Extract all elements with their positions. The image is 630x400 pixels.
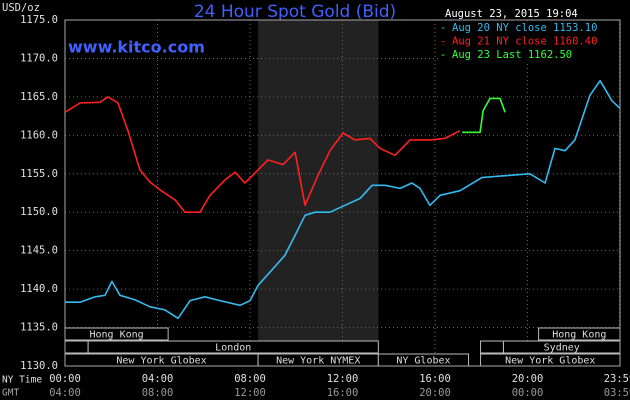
y-tick-label: 1170.0 [20, 52, 58, 64]
x-axis-label: NY Time [2, 375, 42, 386]
legend-entry: Aug 23 Last 1162.50 [452, 49, 572, 61]
price-line [65, 79, 621, 320]
x-tick-label: 20:00 [512, 373, 544, 385]
x2-tick-label: 08:00 [142, 387, 174, 399]
y-tick-label: 1130.0 [20, 360, 58, 372]
shaded-region [258, 20, 379, 366]
chart-title: 24 Hour Spot Gold (Bid) [194, 2, 396, 22]
price-line [462, 97, 506, 134]
x2-tick-label: 03:59 [604, 387, 630, 399]
website: www.kitco.com [68, 38, 205, 57]
session-label: Sydney [544, 343, 580, 354]
x2-tick-label: 20:00 [419, 387, 451, 399]
legend-box [440, 21, 618, 63]
session-box [480, 340, 504, 354]
timestamp: August 23, 2015 19:04 [445, 8, 578, 20]
y-tick-label: 1160.0 [20, 129, 58, 141]
x2-tick-label: 04:00 [49, 387, 81, 399]
y-tick-label: 1140.0 [20, 283, 58, 295]
legend-marker: - [440, 22, 446, 34]
legend-marker: - [440, 36, 446, 48]
session-label: New York Globex [505, 356, 595, 367]
price-line [64, 96, 461, 213]
legend-entry: Aug 20 NY close 1153.10 [452, 22, 597, 34]
x-tick-label: 08:00 [234, 373, 266, 385]
x-tick-label: 00:00 [49, 373, 81, 385]
y-tick-label: 1155.0 [20, 168, 58, 180]
session-label: NY Globex [396, 356, 450, 367]
x2-tick-label: 00:00 [512, 387, 544, 399]
y-tick-label: 1135.0 [20, 322, 58, 334]
legend-entry: Aug 21 NY close 1160.40 [452, 36, 597, 48]
session-label: Hong Kong [89, 330, 143, 341]
y-tick-label: 1150.0 [20, 206, 58, 218]
x2-tick-label: 16:00 [327, 387, 359, 399]
plot-frame [64, 19, 621, 367]
session-box [87, 340, 379, 354]
y-tick-label: 1165.0 [20, 91, 58, 103]
y-axis-label: USD/oz [2, 2, 40, 14]
x-tick-label: 12:00 [327, 373, 359, 385]
session-label: New York Globex [116, 356, 206, 367]
x-tick-label: 04:00 [142, 373, 174, 385]
legend-marker: - [440, 49, 446, 61]
x-tick-label: 16:00 [419, 373, 451, 385]
session-label: New York NYMEX [276, 356, 360, 367]
session-label: Hong Kong [552, 330, 606, 341]
y-tick-label: 1145.0 [20, 245, 58, 257]
y-tick-label: 1175.0 [20, 14, 58, 26]
x2-axis-label: GMT [2, 388, 19, 399]
x-tick-label: 23:59 [604, 373, 630, 385]
session-label: London [215, 343, 251, 354]
session-box [64, 340, 89, 354]
x2-tick-label: 12:00 [234, 387, 266, 399]
